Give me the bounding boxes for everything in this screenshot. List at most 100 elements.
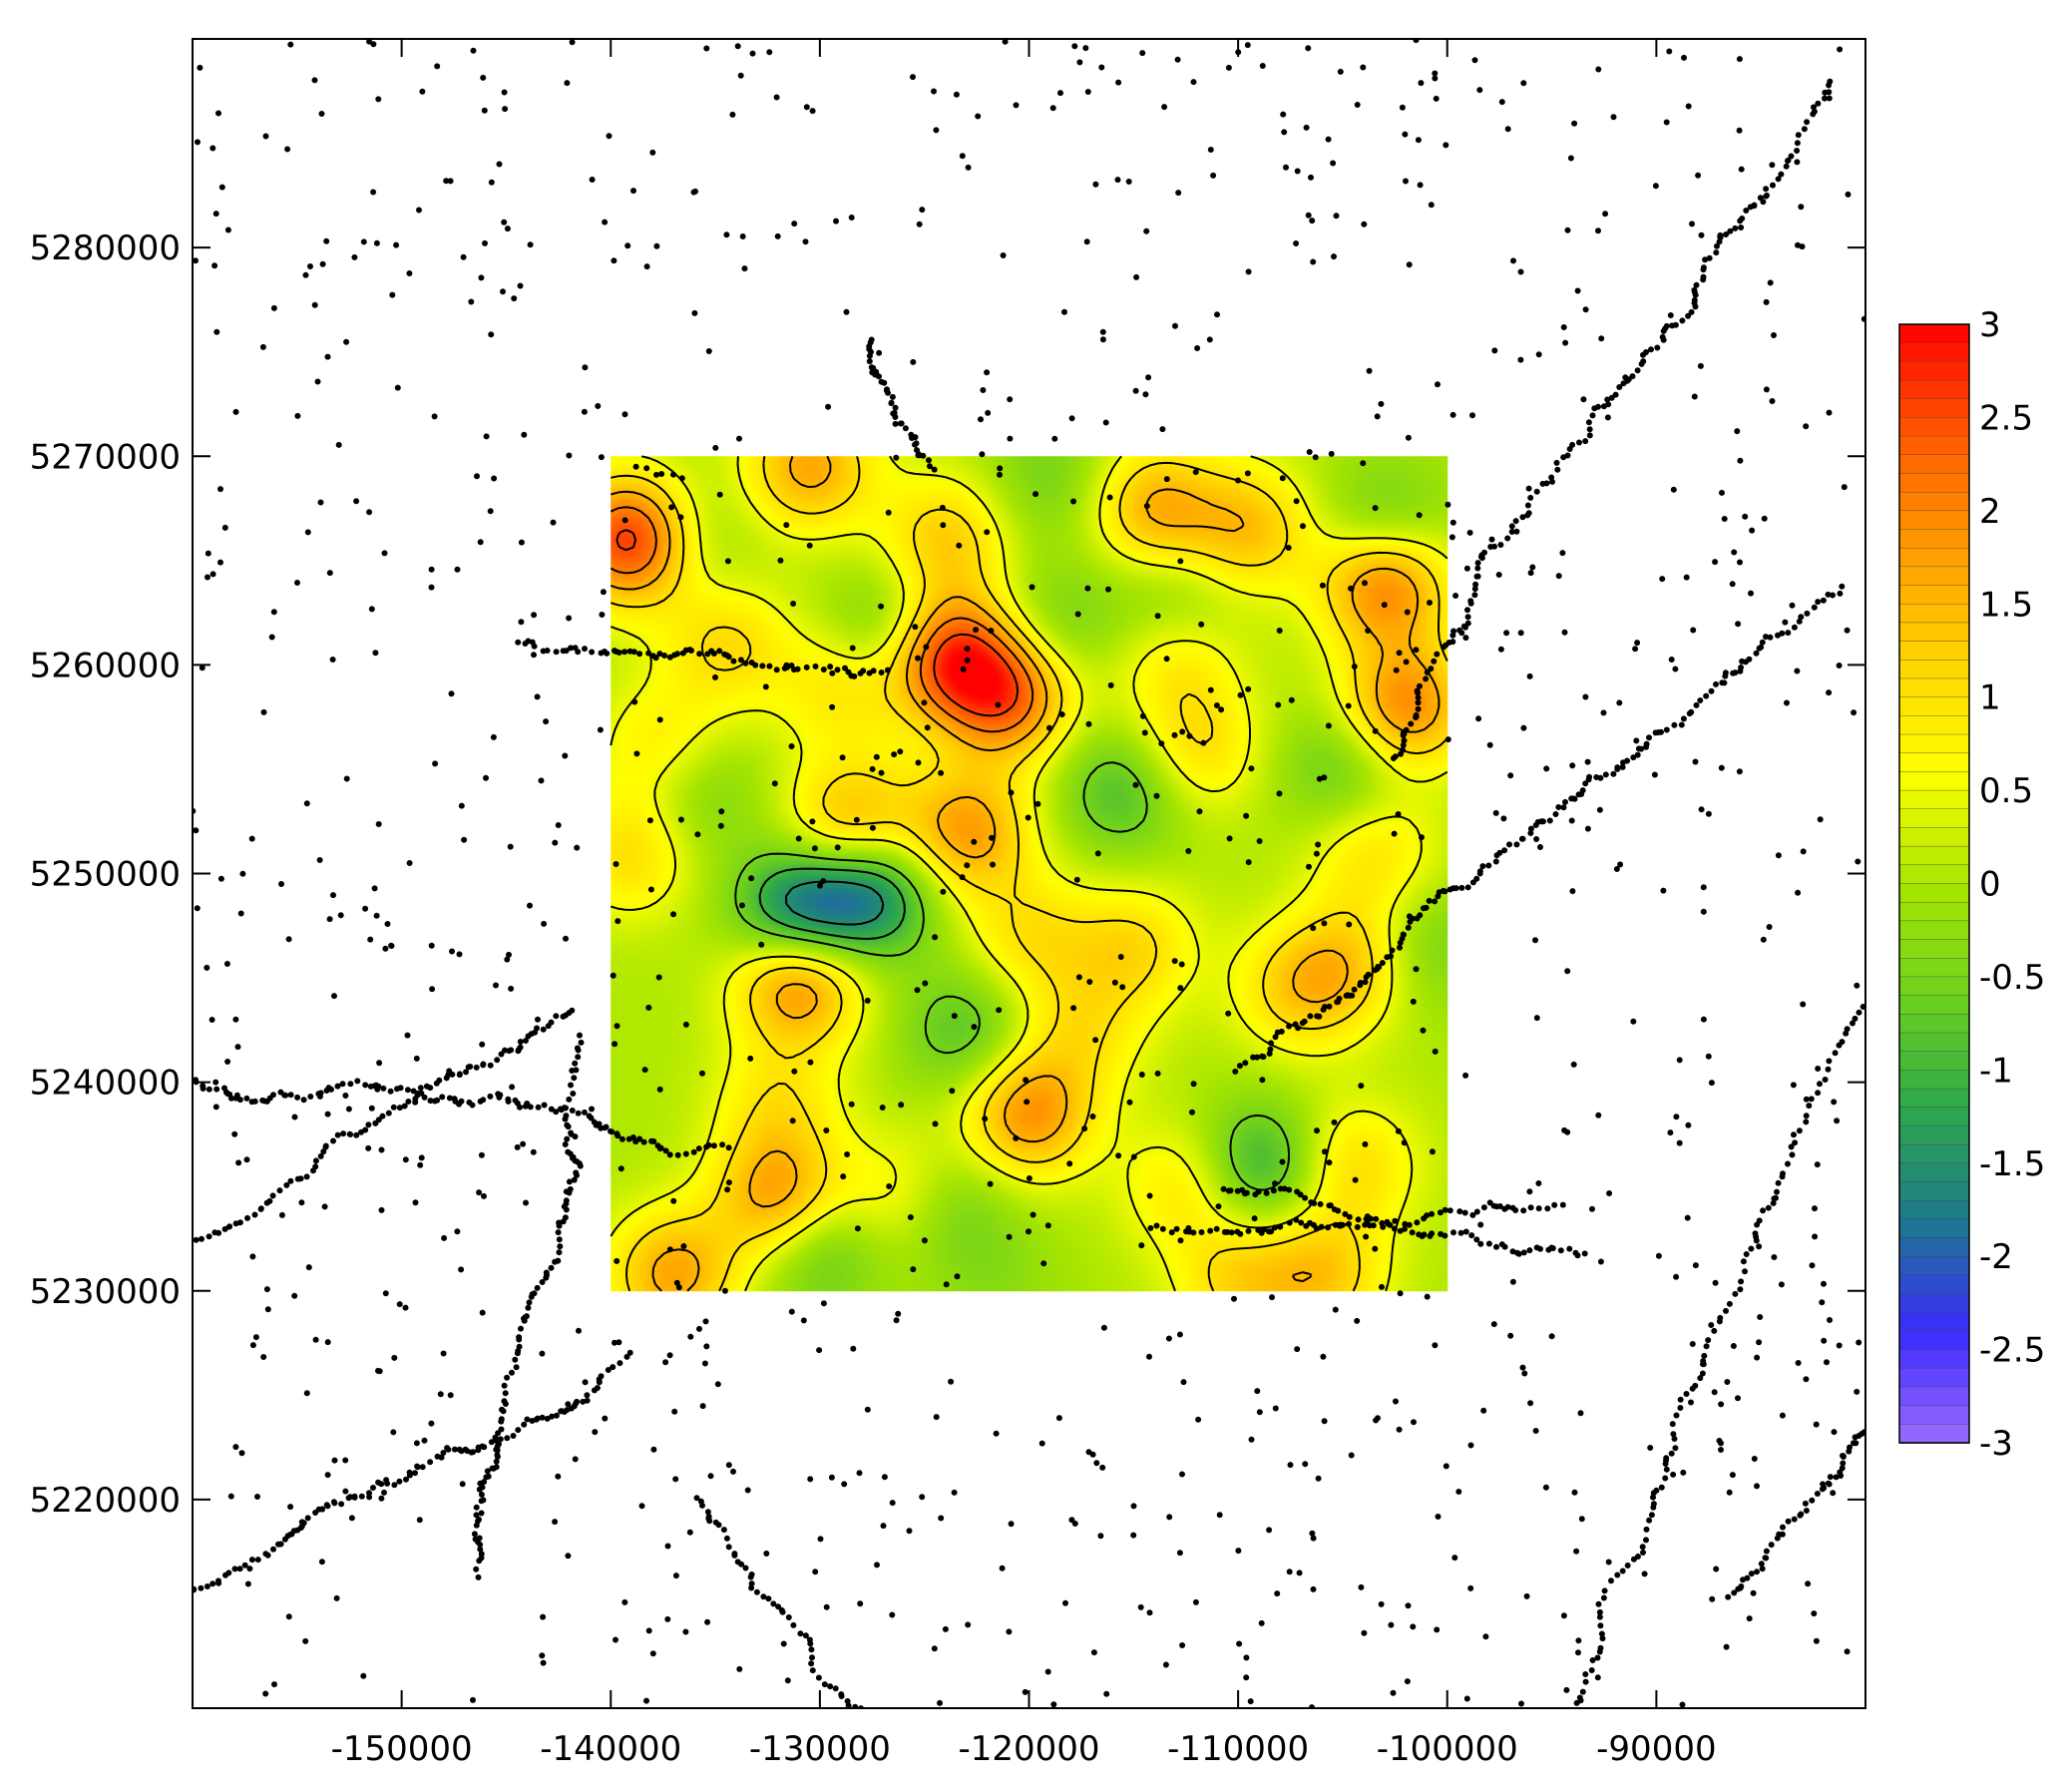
- colorbar-band: [1898, 622, 1970, 643]
- colorbar-band: [1898, 398, 1970, 419]
- colorbar-band: [1898, 1255, 1970, 1276]
- contour-level: [610, 506, 1034, 733]
- colorbar-tick-label: -3: [1979, 1424, 2013, 1464]
- contour-level: [610, 455, 1448, 1292]
- colorbar-tick-label: -1.5: [1979, 1144, 2045, 1184]
- colorbar-band: [1898, 566, 1970, 587]
- y-tick-label: 5240000: [30, 1064, 181, 1104]
- colorbar-band: [1898, 641, 1970, 662]
- colorbar-band: [1898, 715, 1970, 735]
- y-tick-label: 5250000: [30, 855, 181, 895]
- colorbar-band: [1898, 883, 1970, 903]
- colorbar-band: [1898, 660, 1970, 679]
- colorbar-band: [1898, 976, 1970, 997]
- y-tick-label: 5270000: [30, 437, 181, 477]
- colorbar-tick-label: -2: [1979, 1237, 2013, 1277]
- colorbar-band: [1898, 585, 1970, 606]
- x-tick-label: -90000: [1596, 1729, 1716, 1769]
- colorbar-tick-label: -1: [1979, 1051, 2013, 1091]
- colorbar-tick-label: 3: [1979, 305, 2001, 345]
- colorbar-band: [1898, 1032, 1970, 1053]
- x-tick-label: -120000: [958, 1729, 1099, 1769]
- colorbar-tick-label: -0.5: [1979, 958, 2045, 998]
- colorbar-band: [1898, 342, 1970, 363]
- colorbar-band: [1898, 548, 1970, 568]
- colorbar-band: [1898, 1181, 1970, 1201]
- colorbar-band: [1898, 1424, 1970, 1444]
- colorbar-band: [1898, 1162, 1970, 1183]
- colorbar-band: [1898, 1368, 1970, 1388]
- colorbar-band: [1898, 379, 1970, 400]
- colorbar-band: [1898, 529, 1970, 549]
- y-tick-label: 5280000: [30, 228, 181, 268]
- y-tick-label: 5230000: [30, 1272, 181, 1312]
- colorbar-band: [1898, 845, 1970, 866]
- x-tick-label: -130000: [749, 1729, 891, 1769]
- colorbar-tick-label: 0: [1979, 865, 2001, 905]
- colorbar-band: [1898, 733, 1970, 754]
- colorbar-tick-label: -2.5: [1979, 1331, 2045, 1371]
- contour-level: [734, 761, 1291, 1191]
- colorbar-band: [1898, 1293, 1970, 1314]
- colorbar: 3 2.5 2 1.5 1 0.5 0 -0.5 -1 -1.5 -2 -2.5 -3: [1898, 305, 2045, 1464]
- colorbar-band: [1898, 473, 1970, 493]
- colorbar-tick-label: 2.5: [1979, 398, 2033, 438]
- colorbar-frame: [1898, 323, 1970, 1444]
- colorbar-band: [1898, 1070, 1970, 1090]
- x-axis: -150000 -140000 -130000 -120000 -110000 -1000…: [331, 39, 1717, 1769]
- colorbar-band: [1898, 1051, 1970, 1072]
- colorbar-tick-label: 2: [1979, 492, 2001, 532]
- contour-level: [758, 867, 906, 940]
- colorbar-band: [1898, 808, 1970, 829]
- y-axis: 5220000 5230000 5240000 5250000 5260000 52700…: [30, 228, 1865, 1521]
- colorbar-band: [1898, 1143, 1970, 1164]
- colorbar-band: [1898, 435, 1970, 456]
- colorbar-band: [1898, 510, 1970, 531]
- colorbar-band: [1898, 1386, 1970, 1407]
- contour-level: [616, 529, 1020, 717]
- colorbar-band: [1898, 604, 1970, 624]
- heatmap-image: [611, 456, 1448, 1292]
- colorbar-band: [1898, 1107, 1970, 1127]
- colorbar-band: [1898, 1330, 1970, 1351]
- colorbar-band: [1898, 1274, 1970, 1295]
- contour-level: [784, 880, 885, 926]
- colorbar-tick-label: 0.5: [1979, 771, 2033, 811]
- colorbar-band: [1898, 789, 1970, 810]
- colorbar-tick-label: 1: [1979, 678, 2001, 718]
- colorbar-band: [1898, 1218, 1970, 1239]
- colorbar-band: [1898, 323, 1970, 344]
- colorbar-tick-label: 1.5: [1979, 585, 2033, 625]
- colorbar-band: [1898, 958, 1970, 978]
- colorbar-band: [1898, 696, 1970, 717]
- colorbar-band: [1898, 939, 1970, 960]
- x-tick-label: -110000: [1167, 1729, 1309, 1769]
- colorbar-band: [1898, 1312, 1970, 1332]
- colorbar-band: [1898, 491, 1970, 512]
- colorbar-band: [1898, 1199, 1970, 1220]
- colorbar-band: [1898, 1088, 1970, 1109]
- colorbar-band: [1898, 361, 1970, 381]
- colorbar-band: [1898, 864, 1970, 885]
- y-tick-label: 5260000: [30, 646, 181, 685]
- colorbar-band: [1898, 827, 1970, 847]
- contour-level: [611, 456, 1448, 1292]
- colorbar-band: [1898, 677, 1970, 698]
- colorbar-band: [1898, 1237, 1970, 1257]
- y-tick-label: 5220000: [30, 1481, 181, 1521]
- colorbar-band: [1898, 995, 1970, 1016]
- colorbar-band: [1898, 901, 1970, 922]
- contour-lines: [610, 455, 1448, 1292]
- colorbar-band: [1898, 920, 1970, 941]
- colorbar-band: [1898, 417, 1970, 437]
- x-tick-label: -100000: [1377, 1729, 1518, 1769]
- colorbar-band: [1898, 1125, 1970, 1145]
- colorbar-band: [1898, 1349, 1970, 1370]
- colorbar-band: [1898, 454, 1970, 475]
- x-tick-label: -150000: [331, 1729, 473, 1769]
- heatmap-layer: [611, 456, 1448, 1292]
- x-tick-label: -140000: [540, 1729, 681, 1769]
- colorbar-band: [1898, 1014, 1970, 1034]
- colorbar-band: [1898, 1405, 1970, 1426]
